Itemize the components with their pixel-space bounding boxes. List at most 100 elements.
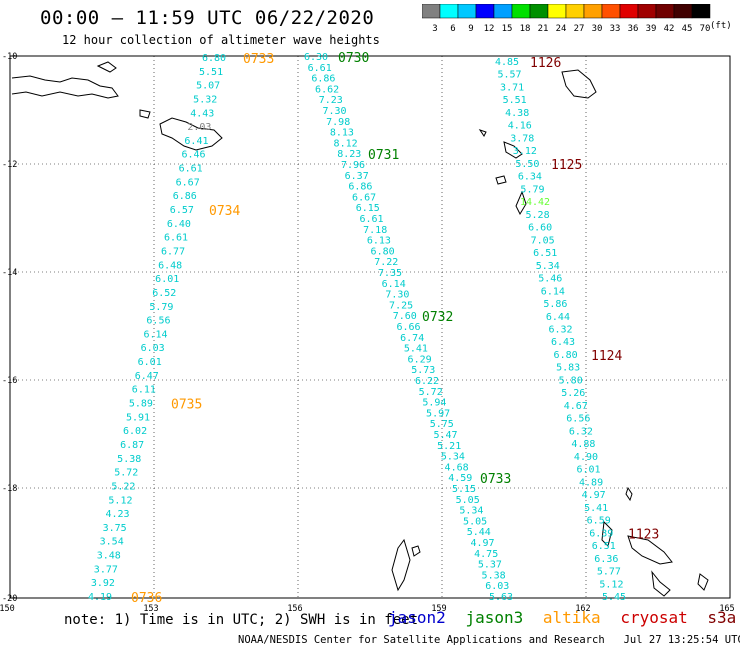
wave-height-value: 5.38 bbox=[117, 454, 141, 465]
scale-label: 30 bbox=[592, 24, 603, 34]
time-label: 0736 bbox=[131, 591, 162, 606]
wave-height-value: 6.02 bbox=[123, 426, 147, 437]
island-outline bbox=[561, 69, 597, 99]
wave-height-value: 4.97 bbox=[470, 538, 494, 549]
wave-height-value: 6.51 bbox=[533, 248, 557, 259]
island-outline bbox=[495, 175, 507, 185]
wave-height-value: 3.77 bbox=[94, 564, 118, 575]
wave-height-value: 6.44 bbox=[546, 312, 570, 323]
wave-height-value: 5.38 bbox=[482, 570, 506, 581]
time-label: 1124 bbox=[591, 349, 622, 364]
wave-height-value: 6.67 bbox=[176, 177, 200, 188]
wave-height-value: 14.42 bbox=[520, 197, 550, 208]
wave-height-value: 5.94 bbox=[422, 398, 446, 409]
wave-height-value: 4.89 bbox=[579, 477, 603, 488]
scale-label: 27 bbox=[574, 24, 585, 34]
wave-height-value: 7.05 bbox=[531, 235, 555, 246]
scale-label: 36 bbox=[628, 24, 639, 34]
island-outline bbox=[627, 535, 673, 565]
wave-height-value: 6.39 bbox=[589, 528, 613, 539]
scale-label: 24 bbox=[556, 24, 567, 34]
wave-height-value: 5.57 bbox=[498, 70, 522, 81]
island-outline bbox=[139, 109, 151, 119]
scale-unit: (ft) bbox=[710, 21, 732, 31]
wave-height-value: 3.12 bbox=[513, 146, 537, 157]
x-tick-label: 150 bbox=[0, 604, 15, 614]
wave-height-value: 6.86 bbox=[173, 191, 197, 202]
wave-height-value: 6.86 bbox=[348, 182, 372, 193]
wave-height-value: 6.41 bbox=[184, 136, 208, 147]
legend-jason2: jason2 bbox=[388, 608, 446, 627]
y-tick-label: -18 bbox=[2, 484, 17, 494]
wave-height-value: 5.72 bbox=[419, 387, 443, 398]
legend-cryosat: cryosat bbox=[620, 608, 688, 627]
wave-height-value: 4.75 bbox=[474, 549, 498, 560]
wave-height-value: 6.86 bbox=[311, 74, 335, 85]
island-outline bbox=[515, 190, 527, 216]
wave-height-value: 5.15 bbox=[452, 484, 476, 495]
wave-height-value: 7.98 bbox=[326, 117, 350, 128]
x-tick-label: 165 bbox=[719, 604, 734, 614]
wave-height-value: 6.80 bbox=[371, 246, 395, 257]
footer-credit: NOAA/NESDIS Center for Satellite Applica… bbox=[238, 634, 740, 646]
legend-s3a: s3a bbox=[707, 608, 737, 627]
wave-height-value: 4.38 bbox=[505, 108, 529, 119]
scale-label: 9 bbox=[468, 24, 473, 34]
wave-height-value: 6.47 bbox=[135, 371, 159, 382]
y-tick-label: -14 bbox=[2, 268, 17, 278]
wave-height-value: 5.80 bbox=[559, 375, 583, 386]
island-outline bbox=[391, 538, 411, 592]
scale-swatch bbox=[691, 4, 711, 19]
island-outline bbox=[159, 117, 223, 151]
y-tick-label: -16 bbox=[2, 376, 17, 386]
wave-height-value: 6.40 bbox=[167, 219, 191, 230]
time-label: 0731 bbox=[368, 148, 399, 163]
island-outline bbox=[601, 520, 613, 547]
scale-label: 42 bbox=[664, 24, 675, 34]
wave-height-value: 7.30 bbox=[385, 290, 409, 301]
wave-height-value: 3.92 bbox=[91, 578, 115, 589]
wave-height-value: 7.22 bbox=[374, 257, 398, 268]
chart-subtitle: 12 hour collection of altimeter wave hei… bbox=[62, 33, 380, 47]
wave-height-value: 5.91 bbox=[126, 412, 150, 423]
wave-height-value: 4.90 bbox=[574, 452, 598, 463]
wave-height-value: 5.28 bbox=[526, 210, 550, 221]
wave-height-value: 5.51 bbox=[199, 67, 223, 78]
wave-height-value: 6.80 bbox=[554, 350, 578, 361]
map-frame bbox=[9, 55, 731, 599]
time-label: 0733 bbox=[480, 472, 511, 487]
wave-height-value: 4.85 bbox=[495, 57, 519, 68]
wave-height-value: 6.51 bbox=[592, 541, 616, 552]
wave-height-value: 6.34 bbox=[518, 172, 542, 183]
wave-height-value: 5.77 bbox=[597, 567, 621, 578]
legend-altika: altika bbox=[542, 608, 601, 627]
wave-height-value: 6.56 bbox=[146, 316, 170, 327]
wave-height-value: 6.87 bbox=[120, 440, 144, 451]
island-outline bbox=[697, 573, 709, 591]
time-label: 0734 bbox=[209, 204, 240, 219]
wave-height-value: 7.30 bbox=[322, 106, 346, 117]
wave-height-value: 6.22 bbox=[415, 376, 439, 387]
wave-height-value: 6.36 bbox=[594, 554, 618, 565]
wave-height-value: 6.01 bbox=[138, 357, 162, 368]
wave-height-value: 7.18 bbox=[363, 225, 387, 236]
wave-height-value: 4.23 bbox=[105, 509, 129, 520]
legend-jason3: jason3 bbox=[465, 608, 524, 627]
wave-height-value: 5.41 bbox=[584, 503, 608, 514]
x-tick-label: 162 bbox=[575, 604, 590, 614]
wave-height-value: 6.43 bbox=[551, 337, 575, 348]
wave-height-value: 6.61 bbox=[179, 164, 203, 175]
wave-height-value: 5.46 bbox=[538, 274, 562, 285]
wave-height-value: 5.50 bbox=[515, 159, 539, 170]
wave-height-value: 5.63 bbox=[489, 592, 513, 603]
wave-height-value: 7.96 bbox=[341, 160, 365, 171]
wave-height-value: 4.19 bbox=[88, 592, 112, 603]
wave-height-value: 3.48 bbox=[97, 551, 121, 562]
wave-height-value: 6.74 bbox=[400, 333, 424, 344]
wave-height-value: 5.86 bbox=[543, 299, 567, 310]
time-label: 1123 bbox=[628, 527, 659, 542]
x-tick-label: 156 bbox=[287, 604, 302, 614]
wave-height-value: 4.88 bbox=[571, 439, 595, 450]
wave-height-value: 7.25 bbox=[389, 300, 413, 311]
wave-height-value: 5.72 bbox=[114, 468, 138, 479]
